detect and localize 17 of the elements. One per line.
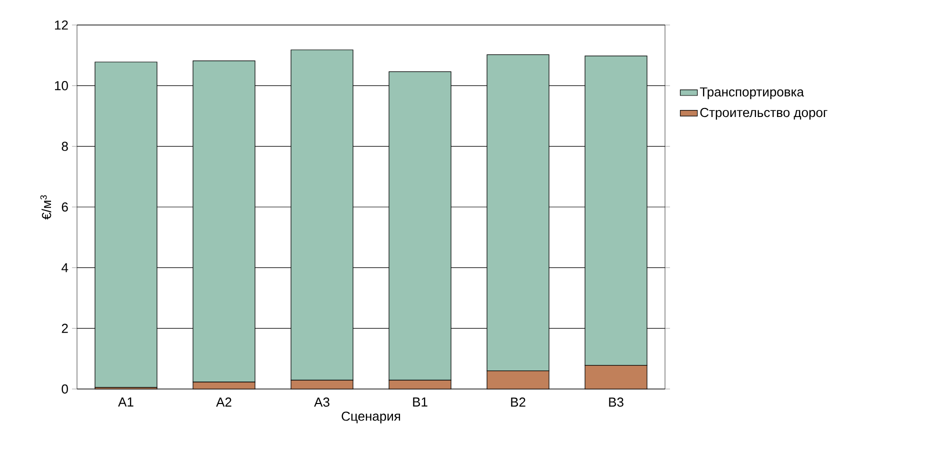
legend-label: Строительство дорог — [700, 108, 828, 120]
y-tick-label: 4 — [62, 263, 68, 272]
x-tick-label: A1 — [118, 398, 134, 406]
y-tick-label: 2 — [62, 324, 68, 333]
y-tick-label: 8 — [62, 142, 68, 151]
x-tick-label: B3 — [609, 398, 624, 407]
y-axis-title: €/м$^{3}$ — [40, 195, 52, 220]
legend-label: Транспортировка — [700, 87, 804, 100]
y-tick-label: 10 — [55, 81, 68, 90]
y-tick-label: 12 — [55, 20, 68, 30]
x-tick-label: B2 — [511, 398, 526, 407]
y-tick-label: 0 — [62, 384, 68, 394]
x-tick-label: B1 — [413, 398, 428, 406]
x-tick-label: A2 — [216, 398, 232, 407]
x-axis-title: Сценария — [342, 412, 400, 424]
x-tick-label: A3 — [314, 398, 330, 407]
y-tick-label: 6 — [62, 202, 68, 212]
